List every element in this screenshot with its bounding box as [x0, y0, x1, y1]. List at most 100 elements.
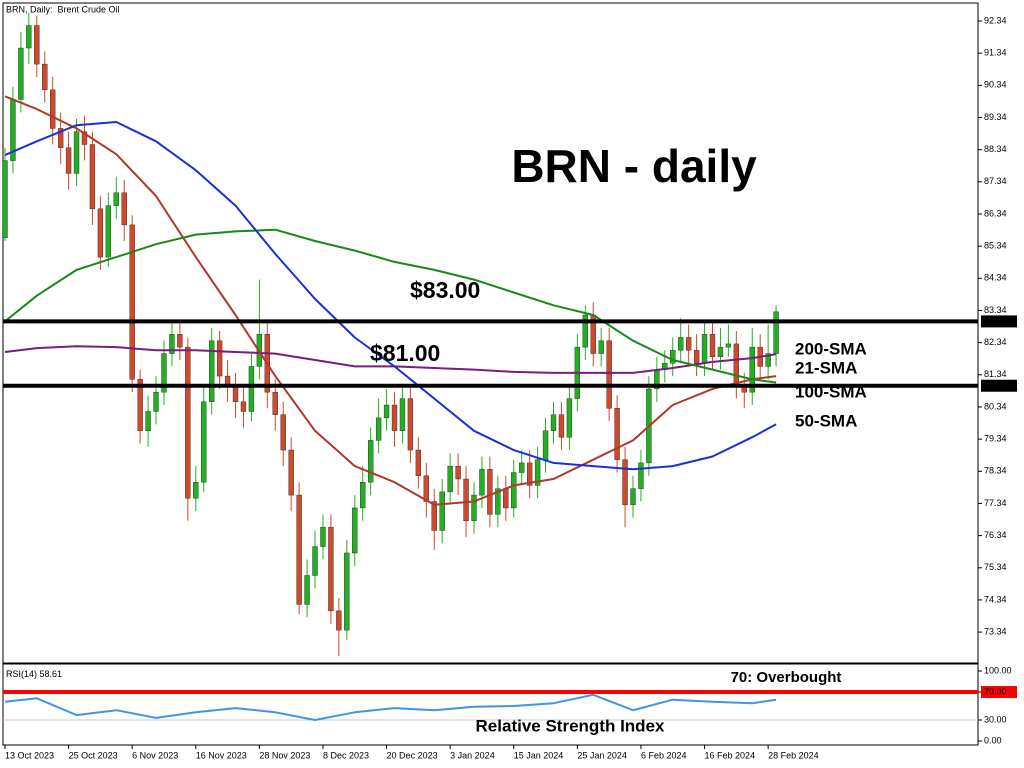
candle-body	[209, 340, 215, 403]
level-tag-label: 81.00	[984, 380, 1007, 390]
rsi-last: 58.61	[40, 669, 63, 679]
candle-body	[352, 507, 358, 554]
candle-body	[725, 343, 732, 348]
price-panel	[2, 12, 978, 656]
candle-body	[749, 346, 755, 393]
candle-body	[57, 128, 64, 148]
candle-body	[495, 488, 501, 515]
x-tick-label: 25 Oct 2023	[69, 750, 118, 760]
candle-body	[733, 343, 740, 386]
candle-body	[272, 391, 278, 415]
candle-body	[526, 462, 533, 486]
candle-body	[701, 334, 708, 364]
y-tick-label: 80.34	[984, 401, 1007, 411]
candle-body	[455, 465, 461, 480]
candle-body	[280, 414, 286, 451]
candle-body	[320, 527, 326, 547]
candle-body	[161, 353, 167, 393]
chart-header: BRN, Daily: Brent Crude Oil	[6, 4, 120, 14]
x-tick-label: 15 Jan 2024	[514, 750, 564, 760]
candle-body	[177, 334, 183, 348]
y-tick-label: 87.34	[984, 176, 1007, 186]
candle-body	[336, 610, 342, 631]
candle-body	[693, 350, 700, 364]
y-tick-label: 83.34	[984, 305, 1007, 315]
y-tick-label: 86.34	[984, 208, 1007, 218]
candle-body	[81, 131, 88, 145]
candle-body	[97, 208, 104, 258]
candle-body	[240, 401, 247, 412]
line-series	[4, 95, 777, 506]
candle-body	[367, 440, 374, 483]
level-tag-label: 83.00	[984, 316, 1007, 326]
candle-body	[519, 462, 525, 473]
x-tick-label: 16 Feb 2024	[705, 750, 756, 760]
x-tick-label: 6 Feb 2024	[641, 750, 687, 760]
candle-body	[630, 488, 636, 505]
candle-body	[42, 63, 48, 91]
x-tick-label: 28 Feb 2024	[768, 750, 819, 760]
candle-body	[50, 89, 56, 129]
line-series	[4, 228, 777, 384]
candle-body	[73, 131, 80, 174]
candle-body	[503, 488, 509, 509]
y-tick-label: 74.34	[984, 594, 1007, 604]
candle-body	[296, 494, 302, 605]
legend-label: 21-SMA	[795, 358, 857, 377]
y-tick-label: 78.34	[984, 466, 1007, 476]
candle-body	[360, 482, 366, 509]
candle-body	[2, 160, 8, 238]
candle-body	[709, 334, 716, 357]
candle-body	[169, 334, 175, 354]
candle-body	[145, 411, 151, 431]
y-tick-label: 75.34	[984, 562, 1007, 572]
x-tick-label: 16 Nov 2023	[196, 750, 247, 760]
candle-body	[566, 398, 573, 438]
candle-body	[550, 414, 557, 431]
candle-body	[407, 398, 414, 451]
legend-label: 200-SMA	[795, 339, 867, 358]
level-tag	[981, 379, 1017, 392]
level-annotation: $83.00	[410, 277, 480, 303]
y-tick-label: 76.34	[984, 530, 1007, 540]
candle-body	[773, 311, 779, 354]
rsi-level-tag	[981, 686, 1017, 699]
candle-body	[232, 385, 239, 403]
candle-body	[606, 340, 612, 409]
candle-body	[487, 469, 493, 515]
candle-body	[383, 404, 390, 419]
y-tick-label: 90.34	[984, 80, 1007, 90]
candle-body	[558, 414, 565, 438]
candle-body	[137, 379, 143, 431]
candle-body	[399, 398, 406, 431]
candle-body	[185, 346, 191, 499]
rsi-y-tick-label: 70.00	[984, 686, 1007, 696]
candle-body	[511, 472, 517, 509]
y-tick-label: 92.34	[984, 15, 1007, 25]
y-tick-label: 84.34	[984, 273, 1007, 283]
x-tick-label: 6 Nov 2023	[132, 750, 178, 760]
candle-body	[288, 449, 294, 496]
candle-body	[216, 340, 223, 377]
candle-body	[685, 337, 692, 351]
candle-body	[582, 314, 588, 348]
candle-body	[638, 462, 644, 489]
x-tick-label: 8 Dec 2023	[323, 750, 369, 760]
candle-body	[344, 552, 350, 631]
rsi-y-tick-label: 100.00	[984, 665, 1012, 675]
candle-body	[447, 465, 453, 493]
level-annotation: $81.00	[370, 340, 440, 366]
y-tick-label: 85.34	[984, 241, 1007, 251]
candle-body	[614, 408, 620, 460]
candle-body	[375, 417, 382, 441]
candle-body	[248, 366, 255, 412]
y-tick-label: 77.34	[984, 498, 1007, 508]
candle-body	[121, 192, 127, 226]
candle-body	[89, 144, 96, 210]
candle-body	[598, 340, 604, 354]
x-tick-label: 13 Oct 2023	[5, 750, 54, 760]
candle-body	[193, 482, 199, 499]
level-tag	[981, 315, 1017, 328]
candle-body	[471, 494, 477, 522]
